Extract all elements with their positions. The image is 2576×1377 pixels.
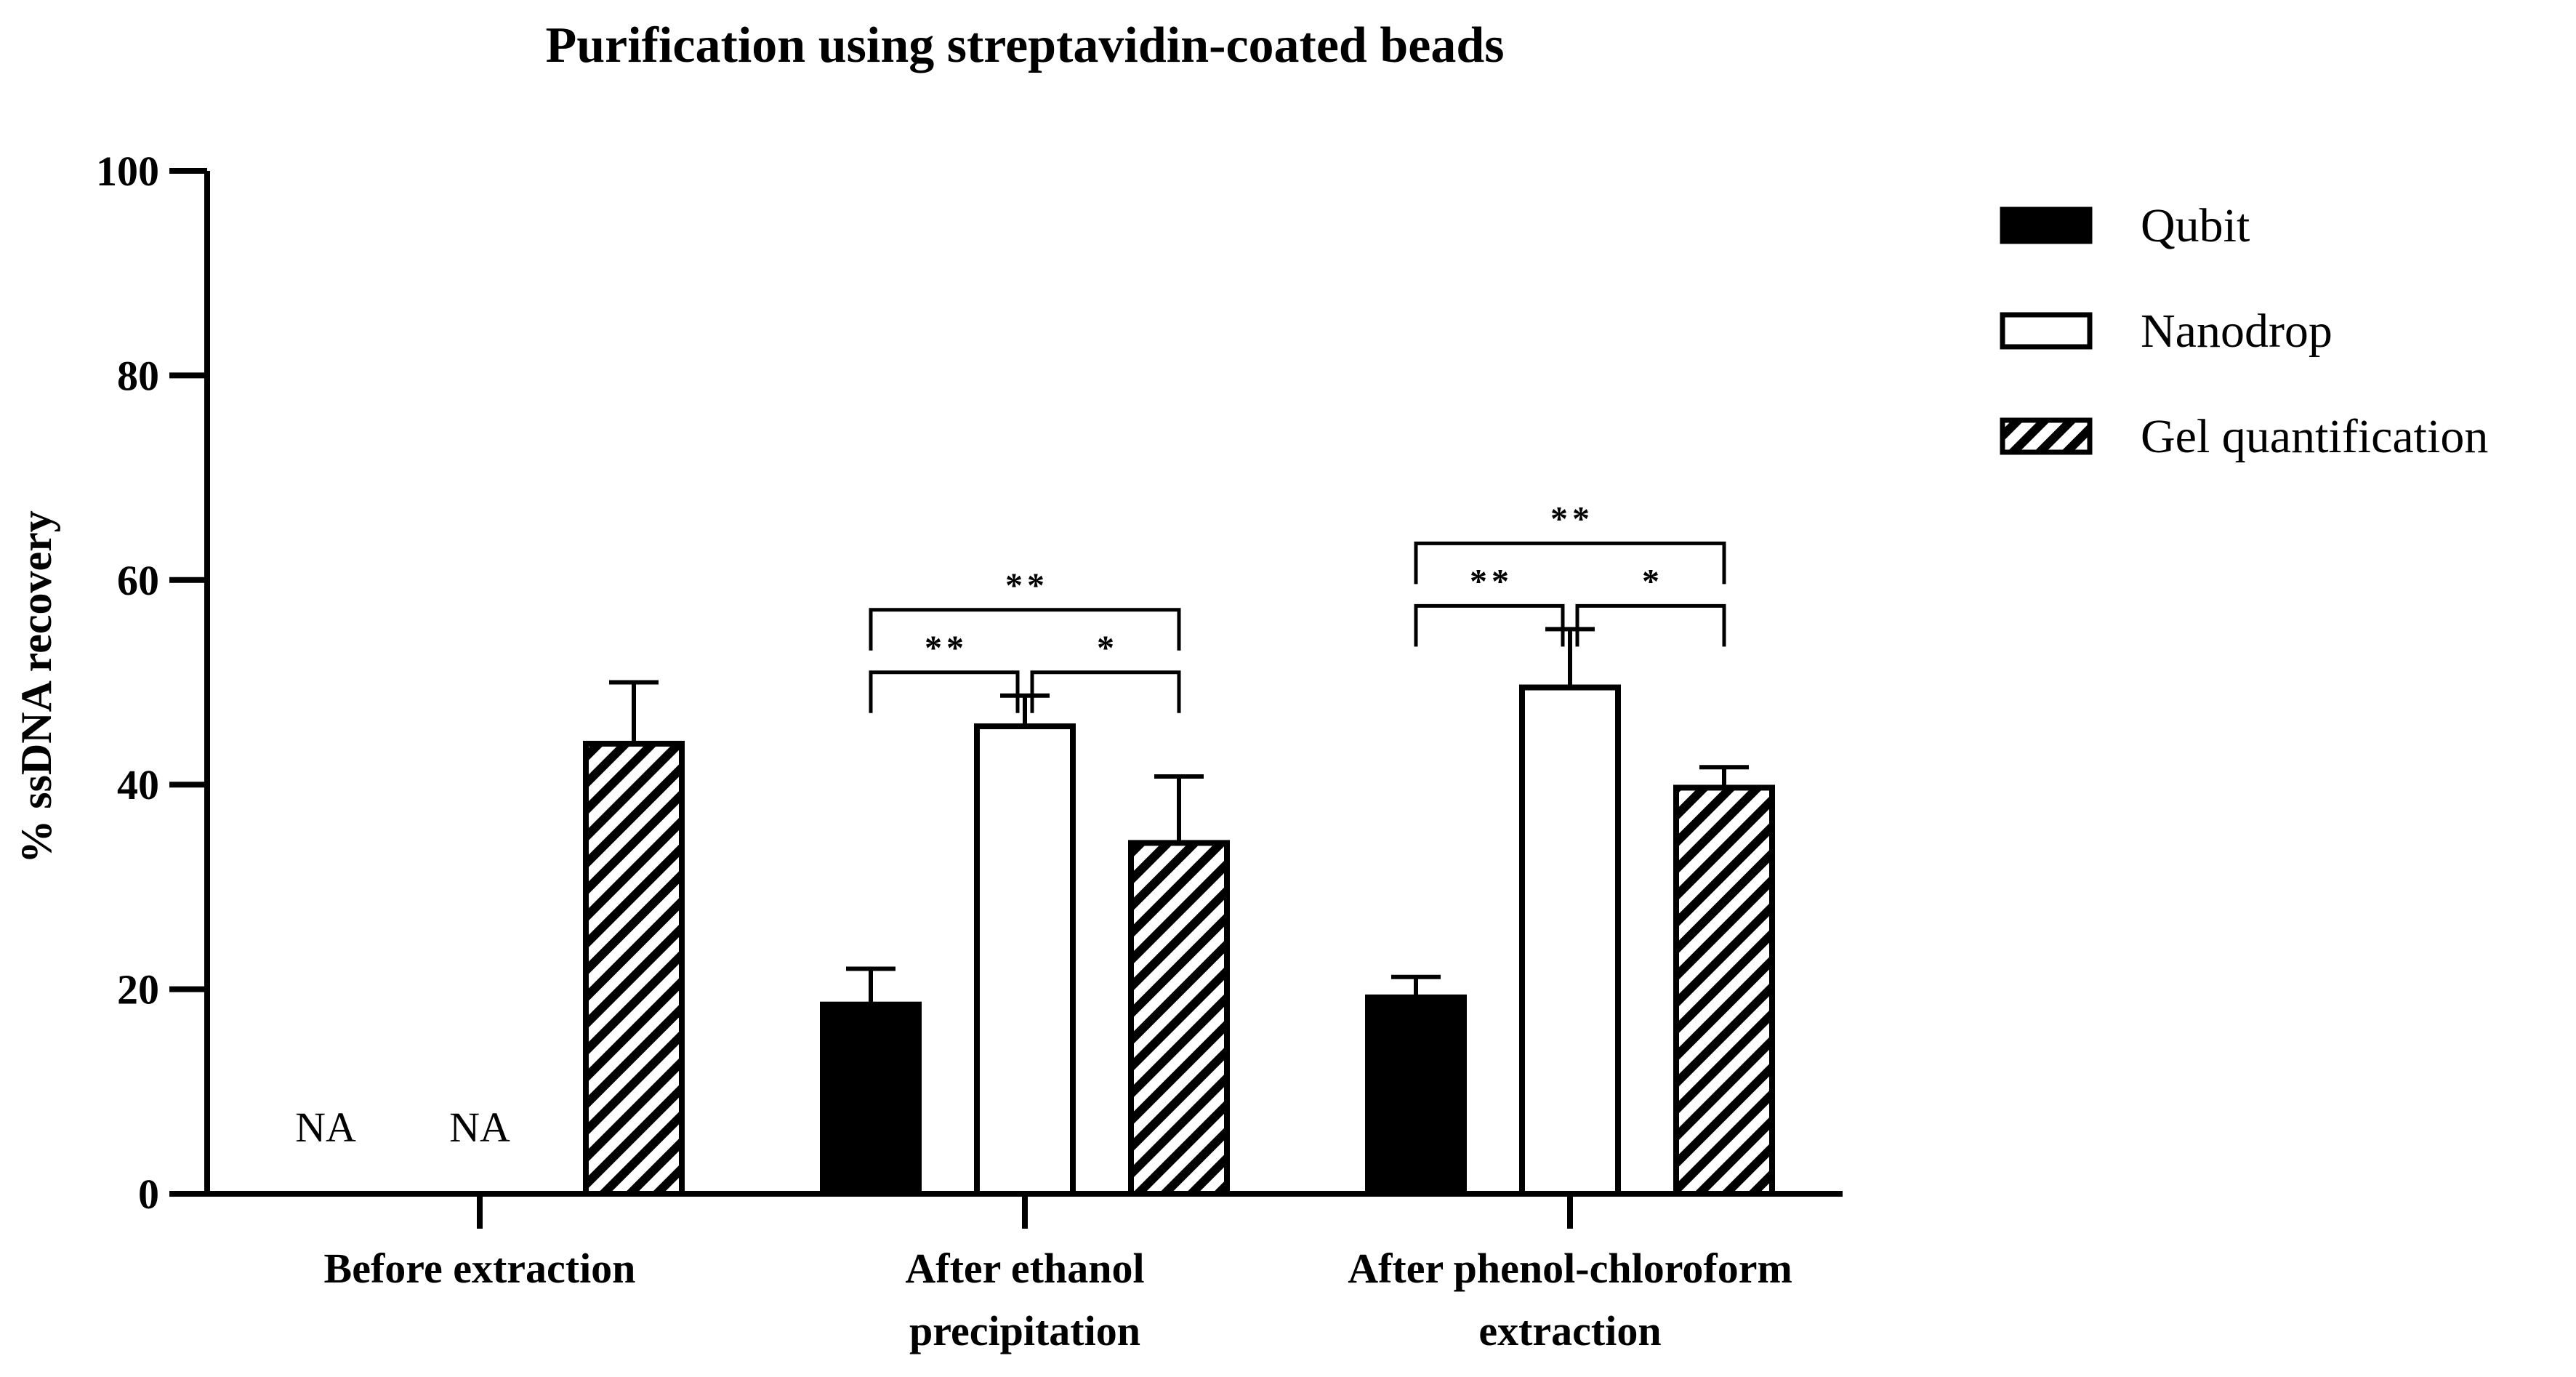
significance-label: * bbox=[1642, 562, 1664, 601]
legend-swatch-gel-quantification bbox=[2000, 417, 2093, 455]
x-category-label: After ethanol bbox=[905, 1245, 1144, 1292]
significance-bracket bbox=[869, 608, 1181, 651]
significance-label: ** bbox=[1550, 499, 1594, 538]
bars: NA NA bbox=[295, 627, 1775, 1197]
bar-nanodrop bbox=[1519, 684, 1621, 1197]
y-tick-label: 80 bbox=[117, 352, 159, 399]
legend-swatch-qubit bbox=[2000, 206, 2093, 244]
significance-label: ** bbox=[925, 629, 968, 667]
na-label: NA bbox=[449, 1104, 510, 1151]
x-category-label: precipitation bbox=[909, 1307, 1140, 1354]
axes: 0 20 40 60 80 100 Before extraction After ethan… bbox=[96, 148, 1843, 1354]
y-tick-label: 20 bbox=[117, 966, 159, 1013]
significance-brackets: ** *** ** *** bbox=[869, 499, 1726, 713]
bar-gel-quantification bbox=[583, 740, 685, 1197]
y-tick-label: 100 bbox=[96, 148, 159, 195]
significance-bracket bbox=[1030, 670, 1181, 713]
legend-swatch-nanodrop bbox=[2000, 312, 2093, 350]
legend-label: Nanodrop bbox=[2141, 305, 2333, 358]
bar-nanodrop bbox=[974, 723, 1076, 1197]
significance-label: ** bbox=[1005, 566, 1049, 605]
chart-title: Purification using streptavidin-coated b… bbox=[545, 17, 1504, 73]
y-axis-label: % ssDNA recovery bbox=[12, 510, 60, 863]
bar-qubit bbox=[1365, 994, 1467, 1197]
na-label: NA bbox=[295, 1104, 356, 1151]
bar-gel-quantification bbox=[1128, 840, 1230, 1197]
legend-label: Gel quantification bbox=[2141, 410, 2488, 463]
bar-qubit bbox=[820, 1001, 922, 1197]
x-category-label: Before extraction bbox=[324, 1245, 636, 1292]
legend-label: Qubit bbox=[2141, 199, 2250, 252]
significance-bracket bbox=[1414, 541, 1726, 585]
y-tick-label: 0 bbox=[138, 1171, 159, 1218]
y-tick-label: 40 bbox=[117, 761, 159, 808]
legend: Qubit Nanodrop Gel quantification bbox=[2000, 199, 2488, 463]
significance-bracket bbox=[1414, 603, 1565, 647]
significance-label: ** bbox=[1470, 562, 1513, 601]
significance-bracket bbox=[869, 670, 1020, 713]
significance-label: * bbox=[1097, 629, 1119, 667]
bar-gel-quantification bbox=[1673, 784, 1775, 1197]
significance-bracket bbox=[1575, 603, 1726, 647]
x-category-label: After phenol-chloroform bbox=[1348, 1245, 1792, 1292]
x-category-label: extraction bbox=[1478, 1307, 1661, 1354]
y-tick-label: 60 bbox=[117, 557, 159, 604]
